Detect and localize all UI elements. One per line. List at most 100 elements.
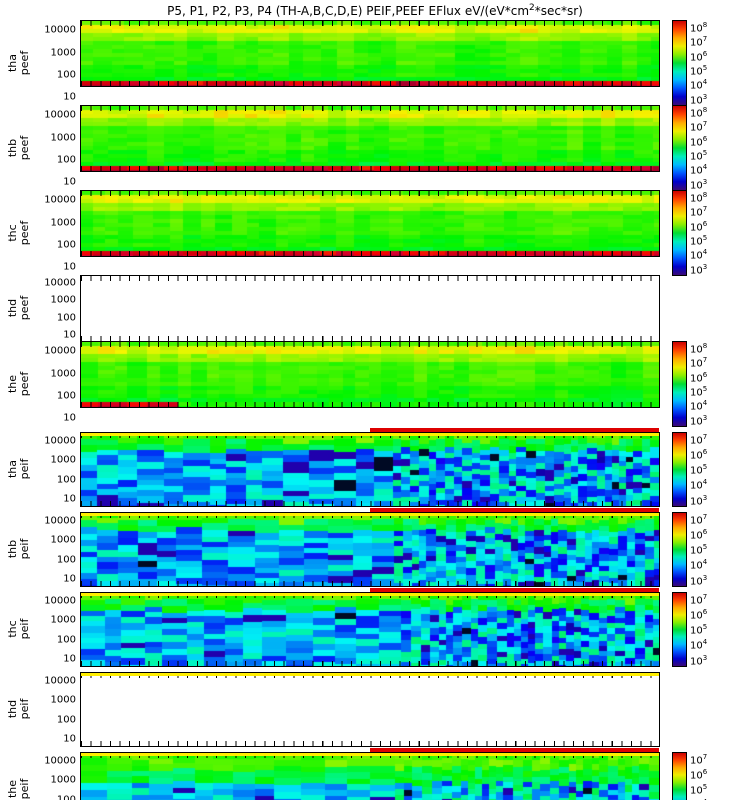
- colorbar-tick-label: 106: [690, 768, 708, 782]
- y-tick-label: 10: [63, 493, 76, 505]
- panel-ylabel: thc peef: [6, 190, 32, 276]
- panel-ylabel-text: thd peif: [6, 699, 31, 720]
- colorbar: [672, 751, 687, 800]
- y-tick-label: 10000: [44, 595, 76, 607]
- saturated-red-line: [370, 427, 659, 432]
- saturated-yellow-line: [81, 592, 659, 596]
- colorbar-tick-label: 105: [690, 384, 708, 399]
- saturated-red-line: [370, 507, 659, 512]
- colorbar-tick-label: 108: [690, 105, 708, 120]
- spectrogram-the-peif: [81, 752, 659, 800]
- panel-ylabel: the peef: [6, 341, 32, 427]
- y-tick-label: 100: [56, 154, 76, 166]
- plot-frame: [80, 747, 660, 800]
- y-tick-label: 1000: [50, 774, 76, 786]
- colorbar-tick-label: 105: [690, 233, 708, 248]
- panel-tha-peef: tha peef 10000 1000 100 10 108 107 106 105 104 103: [6, 20, 750, 106]
- y-tick-label: 100: [56, 69, 76, 81]
- y-tick-label: 10000: [44, 194, 76, 206]
- y-tick-label: 10000: [44, 24, 76, 36]
- y-tick-label: 10: [63, 261, 76, 273]
- y-tick-label: 10: [63, 329, 76, 341]
- y-tick-label: 10000: [44, 277, 76, 289]
- y-tick-label: 100: [56, 634, 76, 646]
- y-tick-label: 1000: [50, 368, 76, 380]
- panels: tha peef 10000 1000 100 10 108 107 106 105 104 103 t…: [0, 20, 750, 800]
- panel-thb-peef: thb peef 10000 1000 100 10 108 107 106 105 104 103: [6, 104, 750, 191]
- spectrogram-thc-peef: [81, 190, 659, 256]
- saturated-red-line: [370, 747, 659, 752]
- panel-ylabel-text: thc peef: [6, 220, 31, 246]
- panel-ylabel-text: tha peif: [6, 459, 31, 480]
- ylabel-line: peef: [18, 135, 31, 161]
- colorbar-tick-label: 105: [690, 543, 708, 557]
- colorbar-tick-label: 106: [690, 448, 708, 462]
- plot-frame: [80, 587, 660, 667]
- chart-title: P5, P1, P2, P3, P4 (TH-A,B,C,D,E) PEIF,P…: [167, 3, 583, 18]
- y-tick-label: 1000: [50, 454, 76, 466]
- y-tick-label: 10: [63, 176, 76, 188]
- colorbar-wrap: 108 107 106 105 104 103: [672, 189, 727, 276]
- colorbar-tick-label: 107: [690, 512, 708, 527]
- plot-frame: [80, 20, 660, 87]
- panel-ylabel: thb peef: [6, 105, 32, 191]
- colorbar: [672, 431, 687, 507]
- y-tick-label: 10000: [44, 755, 76, 767]
- panel-ylabel: thb peif: [6, 512, 32, 587]
- ylabel-line: peef: [18, 220, 31, 246]
- colorbar-tick-label: 103: [690, 653, 708, 667]
- y-tick-label: 10: [63, 412, 76, 424]
- y-tick-label: 1000: [50, 694, 76, 706]
- panel-ylabel: thc peif: [6, 592, 32, 667]
- y-tick-label: 100: [56, 239, 76, 251]
- ylabel-line: peif: [18, 539, 31, 560]
- colorbar-tick-label: 103: [690, 573, 708, 587]
- saturated-yellow-line: [81, 432, 659, 436]
- y-tick-label: 100: [56, 312, 76, 324]
- panel-ylabel: tha peef: [6, 20, 32, 106]
- colorbar-labels: 108 107 106 105 104 103: [687, 105, 727, 191]
- y-tick-label: 100: [56, 794, 76, 800]
- y-axis: 10000 1000 100 10: [32, 341, 80, 427]
- y-tick-label: 100: [56, 390, 76, 402]
- plot-frame: [80, 671, 660, 747]
- plot-frame: [80, 507, 660, 587]
- saturated-yellow-line: [81, 752, 659, 756]
- y-tick-label: 10: [63, 653, 76, 665]
- y-tick-label: 100: [56, 474, 76, 486]
- colorbar-tick-label: 103: [690, 262, 708, 276]
- saturated-yellow-line: [81, 512, 659, 516]
- spectrogram-thb-peif: [81, 512, 659, 586]
- colorbar-tick-label: 106: [690, 528, 708, 542]
- y-tick-label: 100: [56, 554, 76, 566]
- panel-thd-peif: thd peif 10000 1000 100 10: [6, 671, 750, 747]
- colorbar-tick-label: 108: [690, 21, 708, 35]
- colorbar-tick-label: 108: [690, 190, 708, 205]
- colorbar-tick-label: 107: [690, 120, 708, 134]
- ylabel-line: peef: [18, 371, 31, 397]
- colorbar-wrap: [672, 275, 727, 342]
- saturated-red-line: [370, 587, 659, 592]
- panel-thb-peif: thb peif 10000 1000 100 10 107 106 105 104 103: [6, 507, 750, 587]
- panel-thd-peef: thd peef 10000 1000 100 10: [6, 274, 750, 342]
- colorbar-wrap: 108 107 106 105 104 103: [672, 104, 727, 191]
- panel-ylabel: thd peif: [6, 672, 32, 747]
- colorbar-tick-label: 107: [690, 205, 708, 219]
- colorbar-tick-label: 106: [690, 134, 708, 148]
- colorbar-tick-label: 106: [690, 49, 708, 63]
- colorbar: [672, 340, 687, 427]
- colorbar-wrap: 108 107 106 105 104 103: [672, 340, 727, 427]
- colorbar: [672, 20, 687, 106]
- colorbar: [672, 591, 687, 667]
- y-tick-label: 10000: [44, 345, 76, 357]
- colorbar-tick-label: 107: [690, 432, 708, 447]
